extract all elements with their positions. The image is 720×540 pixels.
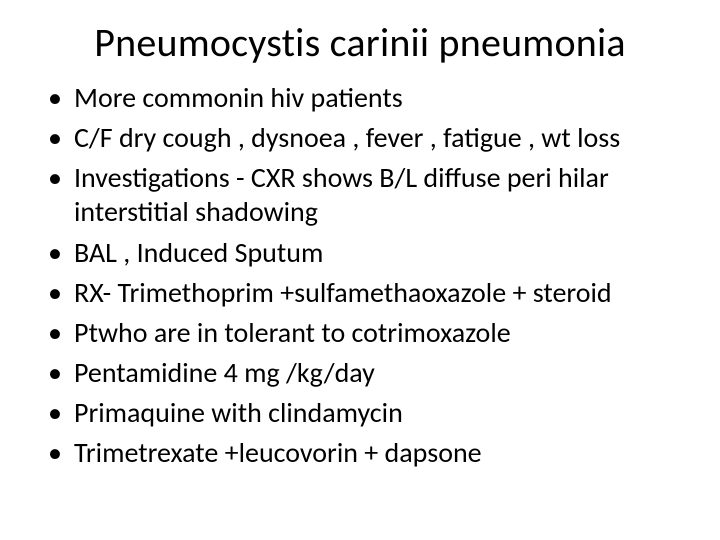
list-item: Pentamidine 4 mg /kg/day bbox=[44, 356, 688, 390]
list-item: BAL , Induced Sputum bbox=[44, 236, 688, 270]
list-item: More commonin hiv patients bbox=[44, 81, 688, 115]
list-item: C/F dry cough , dysnoea , fever , fatigu… bbox=[44, 121, 688, 155]
slide-title: Pneumocystis carinii pneumonia bbox=[24, 18, 696, 67]
list-item: Investigations - CXR shows B/L diffuse p… bbox=[44, 161, 688, 229]
list-item: Primaquine with clindamycin bbox=[44, 396, 688, 430]
slide: Pneumocystis carinii pneumonia More comm… bbox=[0, 0, 720, 540]
bullet-list: More commonin hiv patients C/F dry cough… bbox=[24, 81, 696, 471]
list-item: Ptwho are in tolerant to cotrimoxazole bbox=[44, 316, 688, 350]
list-item: Trimetrexate +leucovorin + dapsone bbox=[44, 436, 688, 470]
list-item: RX- Trimethoprim +sulfamethaoxazole + st… bbox=[44, 276, 688, 310]
